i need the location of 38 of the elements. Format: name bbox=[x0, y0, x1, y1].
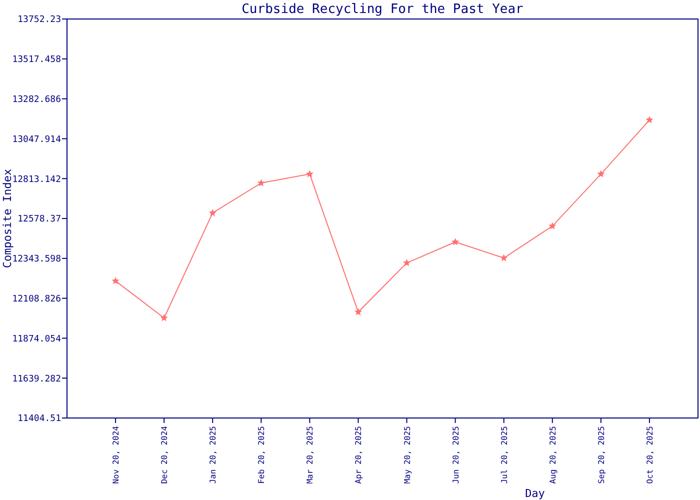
y-tick-label: 11639.282 bbox=[12, 374, 61, 384]
x-tick-label: Jan 20, 2025 bbox=[208, 426, 218, 484]
x-tick-label: Apr 20, 2025 bbox=[354, 426, 364, 484]
y-tick-label: 12343.598 bbox=[12, 254, 61, 265]
x-tick-label: Nov 20, 2024 bbox=[112, 426, 121, 484]
y-tick-label: 13047.914 bbox=[12, 134, 61, 145]
point bbox=[257, 179, 265, 186]
x-tick-label: May 20, 2025 bbox=[402, 426, 412, 484]
point bbox=[306, 170, 314, 178]
x-axis-title: Day bbox=[525, 487, 546, 500]
point bbox=[500, 254, 508, 262]
y-axis-title: Composite Index bbox=[1, 168, 14, 268]
point bbox=[354, 308, 362, 316]
y-tick-label: 13517.458 bbox=[12, 55, 61, 66]
x-tick-label: Feb 20, 2025 bbox=[257, 426, 266, 484]
y-tick-label: 13752.23 bbox=[18, 15, 61, 26]
x-tick-label: Oct 20, 2025 bbox=[645, 426, 654, 484]
x-tick-label: Sep 20, 2025 bbox=[596, 426, 606, 484]
point bbox=[452, 238, 460, 246]
x-tick-label: Jul 20, 2025 bbox=[500, 426, 509, 484]
x-tick-label: Jun 20, 2025 bbox=[451, 426, 460, 484]
y-tick-label: 12813.142 bbox=[12, 174, 61, 185]
point bbox=[112, 276, 120, 284]
point bbox=[646, 116, 654, 124]
x-tick-label: Mar 20, 2025 bbox=[306, 426, 315, 484]
point bbox=[160, 314, 168, 322]
x-tick-label: Aug 20, 2025 bbox=[548, 426, 558, 484]
y-tick-label: 11404.51 bbox=[18, 414, 61, 424]
point bbox=[208, 208, 216, 216]
x-tick-label: Dec 20, 2024 bbox=[160, 426, 170, 484]
y-tick-label: 12108.826 bbox=[12, 294, 61, 304]
point bbox=[597, 170, 605, 178]
chart-title: Curbside Recycling For the Past Year bbox=[242, 2, 524, 17]
y-tick-label: 13282.686 bbox=[12, 94, 61, 105]
y-tick-label: 11874.054 bbox=[12, 334, 61, 344]
point bbox=[548, 222, 556, 230]
y-tick-label: 12578.37 bbox=[18, 214, 61, 225]
point bbox=[402, 258, 411, 266]
